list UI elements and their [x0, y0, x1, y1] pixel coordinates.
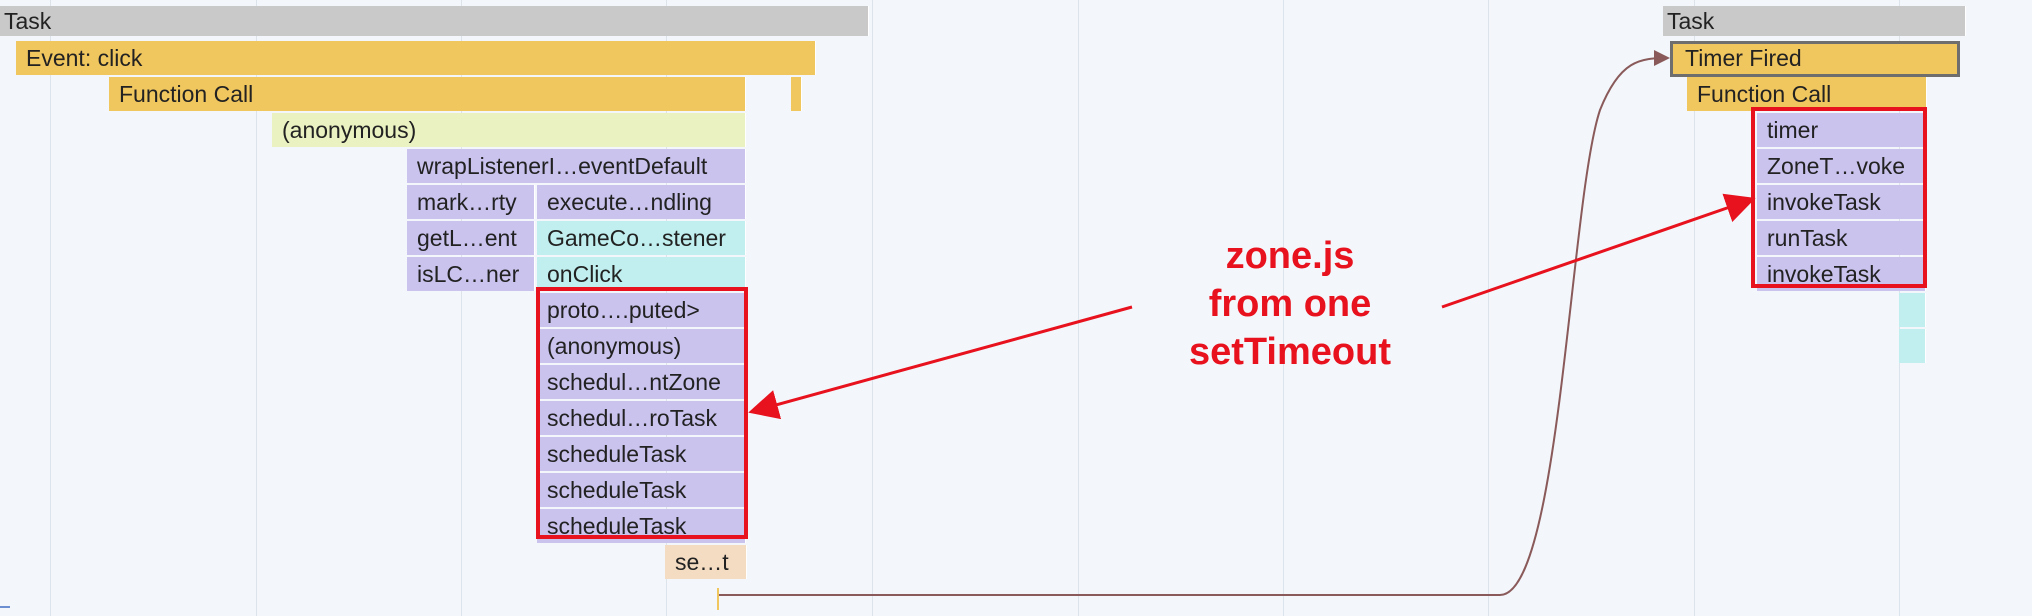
- flame-bar[interactable]: mark…rty: [407, 185, 535, 219]
- flame-bar[interactable]: GameCo…stener: [537, 221, 746, 255]
- flame-bar[interactable]: invokeTask: [1757, 257, 1926, 291]
- flame-bar[interactable]: isLC…ner: [407, 257, 535, 291]
- flame-bar[interactable]: [791, 77, 802, 111]
- annotation-line: from one: [1208, 283, 1372, 325]
- flame-bar[interactable]: timer: [1757, 113, 1926, 147]
- flame-bar[interactable]: scheduleTask: [537, 473, 746, 507]
- flame-bar[interactable]: Task: [1663, 6, 1966, 36]
- flame-bar[interactable]: Function Call: [109, 77, 746, 111]
- flame-bar[interactable]: runTask: [1757, 221, 1926, 255]
- flame-bar[interactable]: onClick: [537, 257, 746, 291]
- grid-line: [256, 0, 257, 616]
- flame-bar[interactable]: scheduleTask: [537, 509, 746, 543]
- flame-bar[interactable]: Event: click: [16, 41, 816, 75]
- annotation-text: zone.js from one setTimeout: [1140, 232, 1440, 376]
- flame-bar[interactable]: getL…ent: [407, 221, 535, 255]
- flame-bar[interactable]: execute…ndling: [537, 185, 746, 219]
- flame-bar[interactable]: [1899, 293, 1926, 327]
- flame-bar[interactable]: Timer Fired: [1670, 41, 1960, 77]
- flame-bar[interactable]: proto….puted>: [537, 293, 746, 327]
- flame-bar[interactable]: scheduleTask: [537, 437, 746, 471]
- flame-bar[interactable]: wrapListenerI…eventDefault: [407, 149, 746, 183]
- flame-bar[interactable]: Function Call: [1687, 77, 1927, 111]
- grid-line: [1488, 0, 1489, 616]
- flame-bar[interactable]: (anonymous): [537, 329, 746, 363]
- flame-bar[interactable]: se…t: [665, 545, 747, 579]
- flame-bar[interactable]: schedul…ntZone: [537, 365, 746, 399]
- annotation-line: zone.js: [1225, 235, 1355, 277]
- grid-line: [872, 0, 873, 616]
- flame-bar[interactable]: (anonymous): [272, 113, 746, 147]
- flame-bar[interactable]: Task: [0, 6, 869, 36]
- grid-line: [461, 0, 462, 616]
- flame-bar[interactable]: [1899, 329, 1926, 363]
- flame-bar[interactable]: invokeTask: [1757, 185, 1926, 219]
- flame-bar[interactable]: schedul…roTask: [537, 401, 746, 435]
- grid-line: [50, 0, 51, 616]
- flame-bar[interactable]: ZoneT…voke: [1757, 149, 1926, 183]
- annotation-line: setTimeout: [1188, 331, 1391, 373]
- grid-line: [1078, 0, 1079, 616]
